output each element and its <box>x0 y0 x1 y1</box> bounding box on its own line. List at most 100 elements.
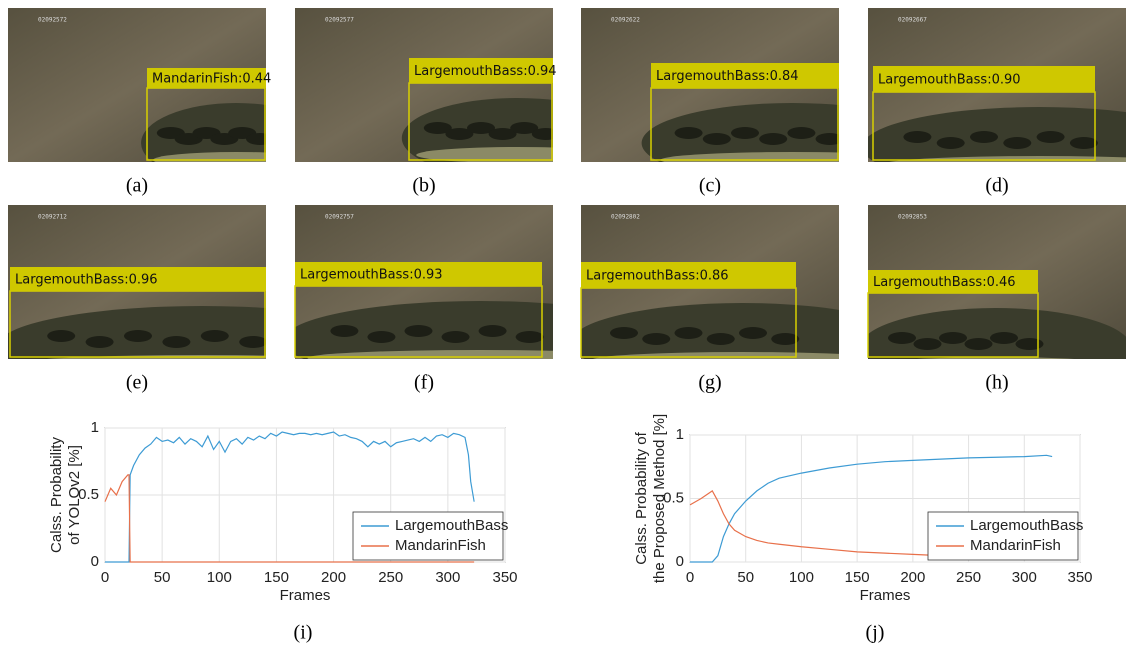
frame-id: 02092622 <box>611 17 640 24</box>
fish-pattern <box>86 336 114 348</box>
fish-pattern <box>1016 338 1044 350</box>
legend-label: MandarinFish <box>970 537 1061 554</box>
caption: (g) <box>698 372 721 394</box>
x-tick-label: 300 <box>1012 569 1037 586</box>
fish-pattern <box>642 333 670 345</box>
caption: (d) <box>985 175 1008 197</box>
fish-pattern <box>990 332 1018 344</box>
detection-label: LargemouthBass:0.90 <box>878 73 1021 88</box>
x-tick-label: 200 <box>900 569 925 586</box>
legend-label: LargemouthBass <box>970 517 1083 534</box>
detection-label: LargemouthBass:0.84 <box>656 69 799 84</box>
frame-id: 02092853 <box>898 214 927 221</box>
caption: (i) <box>294 622 313 644</box>
figure: 02092572 MandarinFish:0.44 (a) 02092577 Larg… <box>0 0 1127 653</box>
legend-label: MandarinFish <box>395 537 486 554</box>
x-tick-label: 150 <box>845 569 870 586</box>
caption: (a) <box>126 175 148 197</box>
x-tick-label: 0 <box>686 569 694 586</box>
detection-label: LargemouthBass:0.46 <box>873 275 1016 290</box>
fish-pattern <box>1037 131 1065 143</box>
fish-pattern <box>970 131 998 143</box>
y-tick-label: 0 <box>91 553 99 570</box>
fish-pattern <box>739 327 767 339</box>
image-panel: 02092853 LargemouthBass:0.46 <box>860 205 1127 388</box>
fish-pattern <box>162 336 190 348</box>
fish-pattern <box>442 331 470 343</box>
fish-pattern <box>937 137 965 149</box>
fish-pattern <box>965 338 993 350</box>
fish-pattern <box>532 128 560 140</box>
image-panel: 02092802 LargemouthBass:0.86 <box>570 205 914 383</box>
x-tick-label: 200 <box>321 569 346 586</box>
fish-pattern <box>47 330 75 342</box>
image-panel: 02092572 MandarinFish:0.44 <box>8 8 331 183</box>
x-tick-label: 100 <box>789 569 814 586</box>
x-tick-label: 100 <box>207 569 232 586</box>
frame-id: 02092712 <box>38 214 67 221</box>
detection-label: LargemouthBass:0.96 <box>15 273 158 288</box>
x-axis-label: Frames <box>280 587 331 604</box>
x-tick-label: 250 <box>378 569 403 586</box>
fish-pattern <box>787 127 815 139</box>
fish-pattern <box>1070 137 1098 149</box>
fish <box>570 303 914 383</box>
fish-pattern <box>239 336 267 348</box>
image-panel: 02092667 LargemouthBass:0.90 <box>862 8 1127 187</box>
caption: (j) <box>866 622 885 644</box>
x-tick-label: 50 <box>154 569 171 586</box>
fish-pattern <box>771 333 799 345</box>
y-axis-label: Calss. Probability <box>48 437 65 553</box>
fish-belly <box>877 357 1115 373</box>
fish-pattern <box>888 332 916 344</box>
fish-pattern <box>703 133 731 145</box>
fish-pattern <box>201 330 229 342</box>
fish-pattern <box>330 325 358 337</box>
detection-label: LargemouthBass:0.94 <box>414 64 557 79</box>
fish-pattern <box>939 332 967 344</box>
caption: (c) <box>699 175 721 197</box>
fish-pattern <box>405 325 433 337</box>
x-tick-label: 350 <box>492 569 517 586</box>
x-tick-label: 0 <box>101 569 109 586</box>
detection-label: LargemouthBass:0.93 <box>300 268 443 283</box>
fish-pattern <box>903 131 931 143</box>
fish-pattern <box>759 133 787 145</box>
frame-id: 02092757 <box>325 214 354 221</box>
caption: (e) <box>126 372 148 394</box>
frame-id: 02092802 <box>611 214 640 221</box>
fish-pattern <box>707 333 735 345</box>
caption: (h) <box>985 372 1008 394</box>
fish-body <box>570 303 914 383</box>
fish-pattern <box>367 331 395 343</box>
fish-pattern <box>516 331 544 343</box>
fish-pattern <box>731 127 759 139</box>
caption: (f) <box>414 372 434 394</box>
frame-id: 02092577 <box>325 17 354 24</box>
fish-pattern <box>246 133 274 145</box>
fish-pattern <box>675 327 703 339</box>
x-tick-label: 150 <box>264 569 289 586</box>
y-tick-label: 0 <box>676 553 684 570</box>
fish-pattern <box>479 325 507 337</box>
detection-label: MandarinFish:0.44 <box>152 72 271 87</box>
x-tick-label: 300 <box>435 569 460 586</box>
y-axis-label: Calss. Probability of <box>633 431 650 564</box>
x-tick-label: 350 <box>1067 569 1092 586</box>
fish-belly <box>592 352 893 368</box>
y-axis-label: the Proposed Method [%] <box>651 414 668 583</box>
frame-id: 02092572 <box>38 17 67 24</box>
x-tick-label: 250 <box>956 569 981 586</box>
y-axis-label: of YOLOv2 [%] <box>66 445 83 545</box>
fish-pattern <box>1003 137 1031 149</box>
x-axis-label: Frames <box>860 587 911 604</box>
detection-label: LargemouthBass:0.86 <box>586 269 729 284</box>
fish-pattern <box>610 327 638 339</box>
y-tick-label: 1 <box>91 419 99 436</box>
fish-pattern <box>914 338 942 350</box>
y-tick-label: 1 <box>676 426 684 443</box>
fish-pattern <box>816 133 844 145</box>
fish-pattern <box>675 127 703 139</box>
frame-id: 02092667 <box>898 17 927 24</box>
legend-label: LargemouthBass <box>395 517 508 534</box>
